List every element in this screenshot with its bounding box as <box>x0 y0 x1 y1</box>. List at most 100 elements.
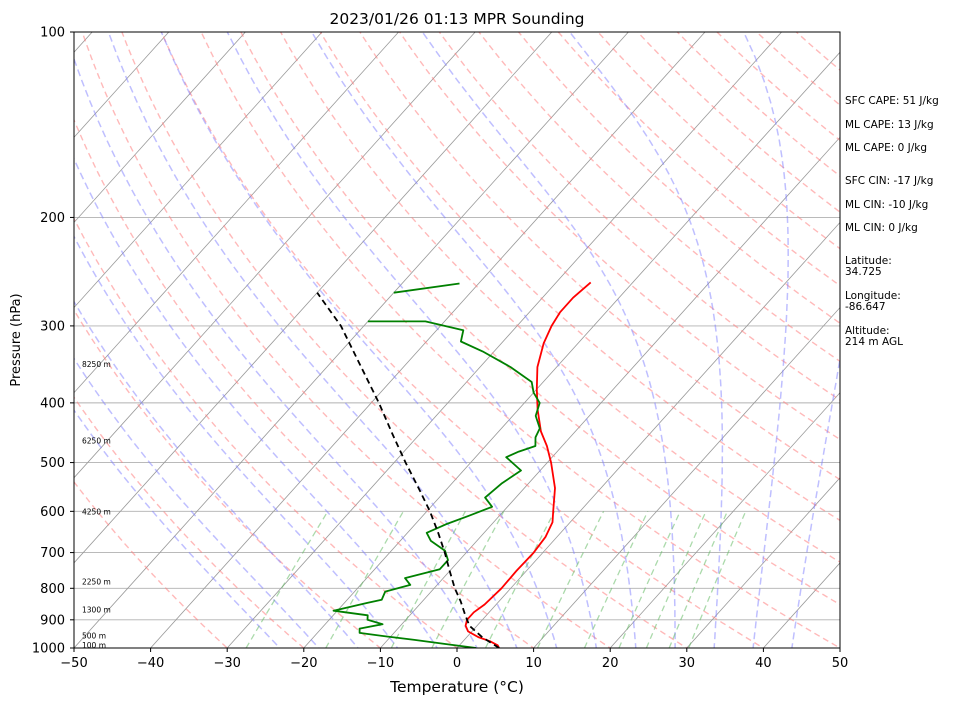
mixing-ratio-20 <box>645 511 707 648</box>
moist-adiabat-15 <box>160 32 558 648</box>
height-label: 1300 m <box>82 606 111 615</box>
stat-label: Latitude: <box>845 255 892 267</box>
moist-adiabat--20 <box>74 408 281 648</box>
mixing-ratio-12 <box>583 511 649 648</box>
moist-adiabat--5 <box>74 235 399 648</box>
x-tick-label: −30 <box>213 656 240 671</box>
x-tick-label: 10 <box>525 656 542 671</box>
moist-adiabat--10 <box>74 300 359 648</box>
mixing-ratio-0.4 <box>245 510 329 648</box>
x-axis-title: Temperature (°C) <box>389 678 524 696</box>
y-tick-label: 800 <box>40 582 65 597</box>
moist-adiabat--15 <box>74 357 320 648</box>
x-tick-label: −20 <box>290 656 317 671</box>
isotherm--90 <box>74 32 323 309</box>
isotherm--60 <box>74 32 553 564</box>
stat-label: ML CIN: 0 J/kg <box>845 222 918 234</box>
y-tick-label: 200 <box>40 211 65 226</box>
dry-adiabat-80 <box>319 32 840 522</box>
isotherm--50 <box>74 32 629 648</box>
moist-adiabat-30 <box>421 32 676 648</box>
y-tick-label: 300 <box>40 319 65 334</box>
dewpoint-upper-segment <box>393 282 460 294</box>
grid-layer <box>74 32 840 648</box>
dry-adiabat-90 <box>359 32 840 481</box>
x-tick-label: −40 <box>137 656 164 671</box>
moist-adiabat-5 <box>74 56 478 648</box>
isotherm-30 <box>686 477 840 648</box>
plot-background <box>74 32 840 648</box>
stat-label: Altitude: <box>845 325 890 337</box>
dry-adiabat--20 <box>74 396 305 648</box>
height-label: 4250 m <box>82 507 111 516</box>
isotherm--100 <box>74 32 246 224</box>
height-label: 500 m <box>82 632 106 641</box>
y-tick-label: 400 <box>40 396 65 411</box>
stat-label: Longitude: <box>845 290 901 302</box>
dry-adiabat-20 <box>81 32 612 648</box>
mixing-ratio-28 <box>688 511 747 648</box>
parcel-line <box>316 292 500 648</box>
dry-adiabat-110 <box>438 32 840 401</box>
chart-title: 2023/01/26 01:13 MPR Sounding <box>329 10 584 28</box>
isotherm--40 <box>150 32 706 648</box>
isotherm-20 <box>609 392 840 648</box>
stat-label: ML CAPE: 13 J/kg <box>845 119 934 131</box>
dry-adiabat-130 <box>517 32 840 325</box>
y-tick-label: 600 <box>40 505 65 520</box>
isotherm--70 <box>74 32 476 479</box>
sounding-stats: SFC CAPE: 51 J/kg ML CAPE: 13 J/kg ML CAPE… <box>845 95 939 348</box>
dry-adiabat-40 <box>160 32 765 648</box>
dry-adiabat-60 <box>240 32 840 606</box>
isotherm--110 <box>74 32 170 138</box>
sounding-lines <box>316 281 592 648</box>
isotherm-10 <box>533 306 840 648</box>
moist-adiabat-40 <box>743 32 789 648</box>
dry-adiabat--30 <box>74 480 229 648</box>
y-axis-ticks: 100 200 300 400 500 600 700 800 900 1000 <box>32 26 74 657</box>
isotherm--10 <box>379 136 840 648</box>
y-tick-label: 900 <box>40 613 65 628</box>
x-tick-label: 0 <box>453 656 461 671</box>
stat-label: -86.647 <box>845 301 886 313</box>
dry-adiabat-30 <box>121 32 689 648</box>
moist-adiabat-45 <box>791 355 840 648</box>
height-label: 8250 m <box>82 360 111 369</box>
dry-adiabat-10 <box>74 118 535 648</box>
x-tick-label: 40 <box>755 656 772 671</box>
dry-adiabat-70 <box>279 32 840 563</box>
height-label: 2250 m <box>82 578 111 587</box>
stat-label: ML CAPE: 0 J/kg <box>845 142 927 154</box>
isotherm--30 <box>226 32 783 648</box>
x-tick-label: −50 <box>60 656 87 671</box>
y-tick-label: 500 <box>40 456 65 471</box>
stat-label: 214 m AGL <box>845 336 903 348</box>
dry-adiabat--10 <box>74 308 382 648</box>
mixing-ratio-3 <box>431 510 505 648</box>
isotherm--80 <box>74 32 400 394</box>
dry-adiabat-140 <box>557 32 840 287</box>
dry-adiabat-100 <box>398 32 840 441</box>
mixing-ratio-5 <box>484 511 556 648</box>
x-tick-label: 30 <box>679 656 696 671</box>
mixing-ratio-2 <box>390 510 466 648</box>
mixing-ratio-8 <box>536 511 605 648</box>
y-axis-title: Pressure (hPa) <box>9 293 24 386</box>
y-tick-label: 1000 <box>32 642 65 657</box>
moist-adiabat-10 <box>107 32 518 648</box>
isotherm--20 <box>303 51 840 648</box>
mixing-ratio-16 <box>618 511 681 648</box>
stat-label: SFC CAPE: 51 J/kg <box>845 95 939 107</box>
dry-adiabat-0 <box>74 217 459 648</box>
height-label: 6250 m <box>82 436 111 445</box>
x-tick-label: −10 <box>367 656 394 671</box>
isotherm-0 <box>456 221 840 648</box>
mixing-ratio-1 <box>325 510 404 648</box>
stat-label: 34.725 <box>845 266 882 278</box>
x-axis-ticks: −50 −40 −30 −20 −10 0 10 20 30 40 50 <box>60 648 848 671</box>
moist-adiabat-35 <box>569 32 724 648</box>
height-label: 100 m <box>82 641 106 650</box>
dewpoint-line <box>332 320 541 648</box>
